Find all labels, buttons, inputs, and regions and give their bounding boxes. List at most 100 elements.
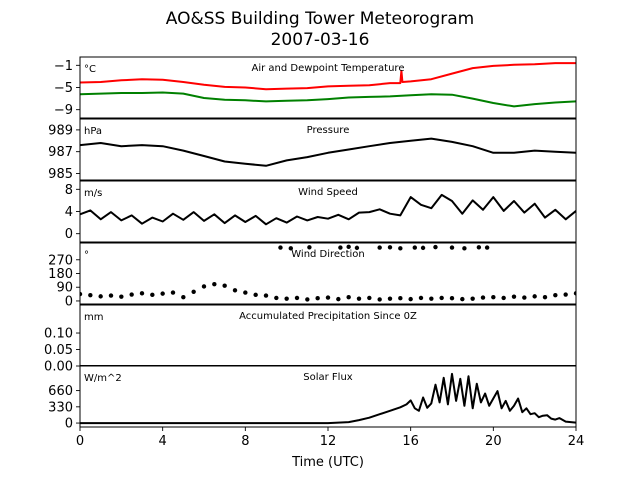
figure-subtitle: 2007-03-16 xyxy=(271,30,370,50)
x-tick-label: 24 xyxy=(568,434,585,449)
x-axis: 0 4 8 12 16 20 24 xyxy=(76,427,584,449)
x-tick-label: 4 xyxy=(159,434,167,449)
y-tick-label: −1 xyxy=(54,59,73,74)
data-point xyxy=(522,295,527,300)
data-point xyxy=(346,294,351,300)
data-point xyxy=(338,245,343,250)
data-point xyxy=(429,296,434,301)
series-line-1 xyxy=(80,91,576,108)
data-point xyxy=(460,296,465,302)
data-point xyxy=(354,245,360,251)
data-point xyxy=(387,296,393,301)
data-point xyxy=(573,291,576,296)
x-tick-label: 8 xyxy=(241,434,249,449)
y-tick-label: 8 xyxy=(65,183,73,198)
data-point xyxy=(484,245,490,250)
panel-frame xyxy=(79,118,577,181)
y-tick-label: 90 xyxy=(56,281,73,296)
data-point xyxy=(129,292,134,297)
x-tick-label: 12 xyxy=(320,434,337,449)
data-point xyxy=(476,245,482,250)
panel-frame xyxy=(79,242,577,305)
y-tick-label: 987 xyxy=(48,145,73,160)
data-point xyxy=(398,296,403,301)
series-line-0 xyxy=(80,137,576,167)
plot-area xyxy=(80,62,576,108)
data-point xyxy=(511,294,517,299)
data-point xyxy=(491,294,496,300)
data-point xyxy=(160,291,165,296)
x-axis-label: Time (UTC) xyxy=(291,455,364,470)
data-point xyxy=(243,290,248,295)
y-tick-label: 0.05 xyxy=(44,343,73,358)
panels: −1−5−9°C Air and Dewpoint Temperature9859… xyxy=(44,56,577,432)
series-line-0 xyxy=(80,372,576,425)
data-point xyxy=(119,294,124,299)
data-point xyxy=(232,288,238,293)
unit-label: m/s xyxy=(84,188,102,199)
data-point xyxy=(325,295,331,300)
panel-frame xyxy=(79,180,577,243)
data-point xyxy=(274,295,279,301)
y-tick-label: 0 xyxy=(65,294,73,309)
unit-label: ° xyxy=(84,250,89,261)
plot-area xyxy=(80,193,576,226)
y-tick-label: 0.10 xyxy=(44,327,73,342)
y-tick-label: 0 xyxy=(65,417,73,432)
x-tick-label: 20 xyxy=(485,434,502,449)
data-point xyxy=(449,296,455,301)
x-tick-label: 16 xyxy=(402,434,419,449)
data-point xyxy=(346,244,351,250)
data-point xyxy=(480,295,486,300)
data-point xyxy=(462,246,467,251)
data-point xyxy=(88,292,93,298)
data-point xyxy=(563,292,568,297)
panel-title: Wind Speed xyxy=(298,187,358,198)
panel-title: Accumulated Precipitation Since 0Z xyxy=(239,311,417,322)
y-tick-label: 985 xyxy=(48,167,73,182)
data-point xyxy=(191,289,196,294)
data-point xyxy=(288,246,293,251)
series-line-0 xyxy=(80,193,576,226)
data-point xyxy=(356,296,362,301)
data-point xyxy=(387,245,393,250)
panel-title: Pressure xyxy=(307,125,350,136)
data-point xyxy=(420,245,426,251)
panel-2: 0 4 8 m/s Wind Speed xyxy=(65,180,577,243)
unit-label: °C xyxy=(84,64,96,75)
plot-area xyxy=(80,137,576,167)
data-point xyxy=(294,295,300,301)
data-point xyxy=(139,291,145,296)
data-point xyxy=(305,297,310,302)
data-point xyxy=(315,296,320,301)
data-point xyxy=(284,296,289,301)
y-tick-label: −9 xyxy=(54,103,73,118)
unit-label: W/m^2 xyxy=(84,373,122,384)
data-point xyxy=(470,296,475,301)
data-point xyxy=(553,292,558,298)
y-tick-label: 4 xyxy=(65,205,73,220)
plot-area xyxy=(80,372,576,425)
y-tick-label: −5 xyxy=(54,81,73,96)
panel-1: 985 987 989 hPa Pressure xyxy=(48,118,577,182)
panel-title: Wind Direction xyxy=(291,249,365,260)
y-tick-label: 989 xyxy=(48,123,73,138)
data-point xyxy=(398,246,403,251)
data-point xyxy=(439,295,444,301)
unit-label: hPa xyxy=(84,126,102,137)
data-point xyxy=(408,296,413,302)
data-point xyxy=(501,295,506,301)
panel-title: Air and Dewpoint Temperature xyxy=(252,63,405,74)
panel-frame xyxy=(79,56,577,119)
unit-label: mm xyxy=(84,312,103,323)
data-point xyxy=(222,283,227,288)
data-point xyxy=(418,295,424,301)
data-point xyxy=(307,245,312,250)
x-tick-label: 0 xyxy=(76,434,84,449)
plot-area xyxy=(80,244,576,302)
series-line-0 xyxy=(80,62,576,91)
data-point xyxy=(263,293,269,298)
data-point xyxy=(542,294,548,300)
